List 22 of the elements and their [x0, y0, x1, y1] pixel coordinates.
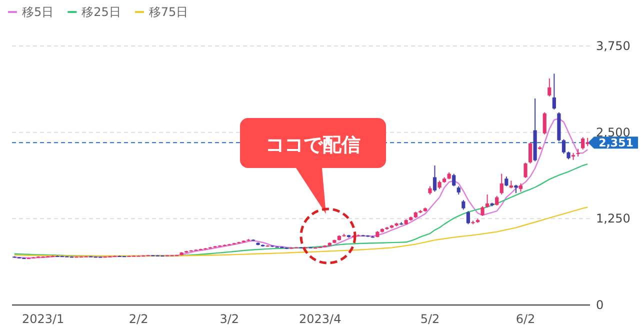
legend-label: 移5日 — [22, 5, 54, 19]
y-tick-label: 1,250 — [596, 212, 630, 226]
x-tick-label: 5/2 — [420, 312, 440, 326]
x-tick-label: 6/2 — [516, 312, 536, 326]
legend-label: 移25日 — [82, 5, 121, 19]
legend-label: 移75日 — [148, 5, 188, 19]
y-tick-label: 3,750 — [596, 39, 630, 53]
legend-item: 移25日 — [68, 5, 121, 19]
x-tick-label: 3/2 — [220, 312, 240, 326]
ref-line-label: 2,351 — [598, 136, 634, 150]
callout: ココで配信 — [240, 118, 386, 214]
line-series — [14, 206, 588, 257]
legend-item: 移75日 — [134, 5, 188, 19]
y-tick-label: 2,500 — [596, 125, 630, 140]
ref-label: 2,351 — [588, 136, 638, 150]
x-tick-label: 2023/4 — [299, 312, 342, 326]
y-tick-label: 0 — [596, 298, 604, 312]
annotation: ココで配信 — [266, 134, 360, 156]
legend-item: 移5日 — [8, 5, 54, 19]
x-tick-label: 2023/1 — [22, 312, 64, 326]
line-series — [14, 118, 588, 258]
x-tick-label: 2/2 — [128, 312, 148, 326]
